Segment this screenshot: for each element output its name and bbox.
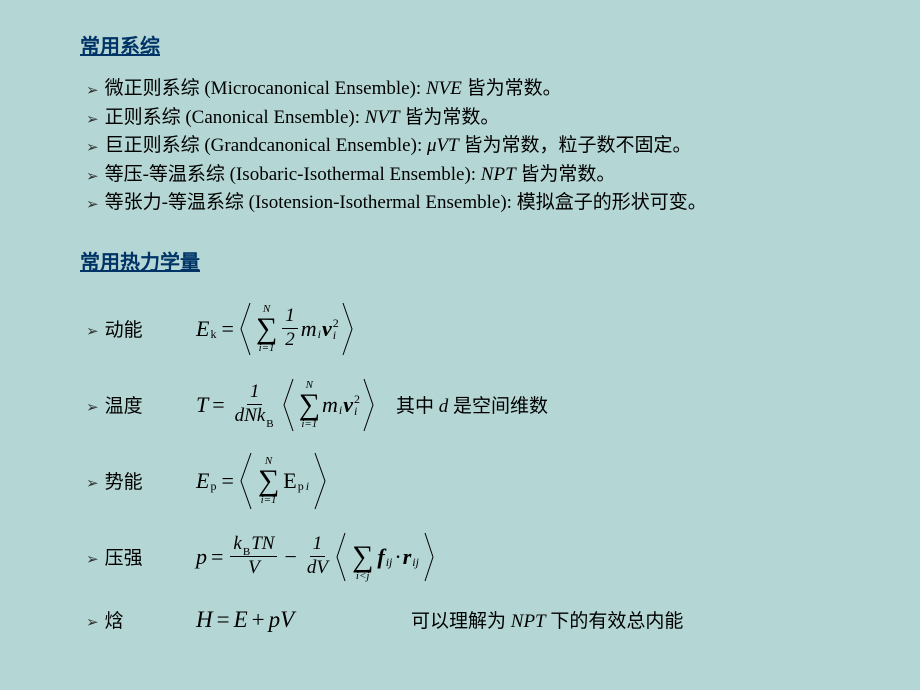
angle-left-icon — [281, 377, 295, 433]
ensemble-text: 等压-等温系综 (Isobaric-Isothermal Ensemble): … — [105, 161, 616, 190]
thermo-label: ➢ 温度 — [86, 391, 196, 418]
bullet-icon: ➢ — [86, 608, 105, 631]
bullet-icon: ➢ — [86, 545, 105, 568]
section2-title: 常用热力学量 — [80, 246, 850, 275]
slide-page: 常用系综 ➢ 微正则系综 (Microcanonical Ensemble): … — [0, 0, 920, 675]
formula-temperature: T = 1 dNkB N ∑ i=1 mi v — [196, 377, 376, 433]
formula-potential: Ep = N ∑ i=1 Epi — [196, 451, 328, 511]
ensemble-text: 正则系综 (Canonical Ensemble): NVT 皆为常数。 — [105, 104, 500, 133]
thermo-row-enthalpy: ➢ 焓 H=E+pV 可以理解为 NPT 下的有效总内能 — [86, 595, 850, 645]
ensemble-text: 微正则系综 (Microcanonical Ensemble): NVE 皆为常… — [105, 75, 562, 104]
bullet-icon: ➢ — [86, 393, 105, 416]
ensemble-item: ➢ 等压-等温系综 (Isobaric-Isothermal Ensemble)… — [86, 161, 850, 190]
section1-title: 常用系综 — [80, 30, 850, 59]
thermo-row-pressure: ➢ 压强 p = kBTN V − 1 dV — [86, 519, 850, 595]
angle-right-icon — [341, 301, 355, 357]
thermo-list: ➢ 动能 Ek = N ∑ i=1 1 2 — [86, 291, 850, 645]
formula-kinetic: Ek = N ∑ i=1 1 2 mi — [196, 301, 355, 357]
ensemble-text: 等张力-等温系综 (Isotension-Isothermal Ensemble… — [105, 189, 707, 218]
angle-right-icon — [312, 451, 328, 511]
thermo-label: ➢ 势能 — [86, 467, 196, 494]
bullet-icon: ➢ — [86, 317, 105, 340]
angle-left-icon — [334, 531, 348, 583]
bullet-icon: ➢ — [86, 161, 105, 189]
bullet-icon: ➢ — [86, 189, 105, 217]
thermo-row-temperature: ➢ 温度 T = 1 dNkB N ∑ i=1 — [86, 367, 850, 443]
bullet-icon: ➢ — [86, 104, 105, 132]
ensemble-text: 巨正则系综 (Grandcanonical Ensemble): μVT 皆为常… — [105, 132, 692, 161]
angle-right-icon — [422, 531, 436, 583]
formula-note: 其中 d 是空间维数 — [376, 391, 548, 418]
thermo-label: ➢ 压强 — [86, 543, 196, 570]
ensemble-item: ➢ 巨正则系综 (Grandcanonical Ensemble): μVT 皆… — [86, 132, 850, 161]
formula-note: 可以理解为 NPT 下的有效总内能 — [391, 606, 683, 633]
angle-left-icon — [238, 301, 252, 357]
bullet-icon: ➢ — [86, 75, 105, 103]
angle-right-icon — [362, 377, 376, 433]
ensemble-item: ➢ 微正则系综 (Microcanonical Ensemble): NVE 皆… — [86, 75, 850, 104]
ensemble-item: ➢ 正则系综 (Canonical Ensemble): NVT 皆为常数。 — [86, 104, 850, 133]
thermo-row-potential: ➢ 势能 Ep = N ∑ i=1 Epi — [86, 443, 850, 519]
thermo-label: ➢ 动能 — [86, 315, 196, 342]
bullet-icon: ➢ — [86, 132, 105, 160]
formula-pressure: p = kBTN V − 1 dV ∑ — [196, 531, 436, 583]
thermo-row-kinetic: ➢ 动能 Ek = N ∑ i=1 1 2 — [86, 291, 850, 367]
ensemble-list: ➢ 微正则系综 (Microcanonical Ensemble): NVE 皆… — [86, 75, 850, 218]
bullet-icon: ➢ — [86, 469, 105, 492]
thermo-label: ➢ 焓 — [86, 606, 196, 633]
ensemble-item: ➢ 等张力-等温系综 (Isotension-Isothermal Ensemb… — [86, 189, 850, 218]
formula-enthalpy: H=E+pV — [196, 607, 391, 633]
angle-left-icon — [238, 451, 254, 511]
